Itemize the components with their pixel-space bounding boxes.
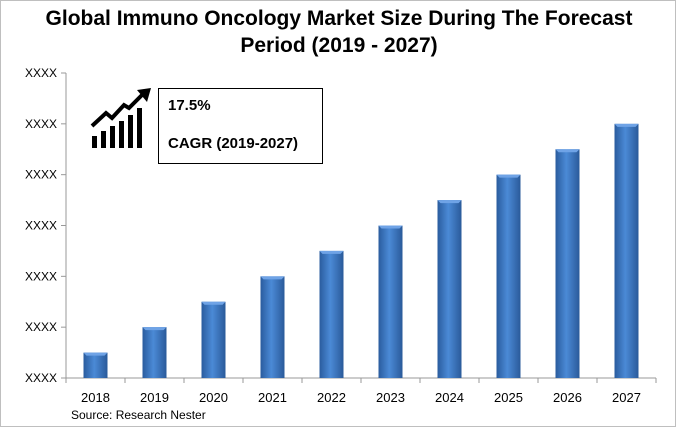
x-tick-label: 2021 (258, 390, 287, 405)
bar-top-2023 (378, 225, 403, 229)
bar-2020 (201, 301, 226, 378)
bar-top-2019 (142, 327, 167, 331)
y-tick-label: XXXX (25, 269, 57, 283)
growth-chart-icon (90, 88, 151, 148)
bar-top-2025 (496, 174, 521, 178)
bar-top-2024 (437, 200, 462, 204)
bar-top-2021 (260, 276, 285, 280)
bar-2026 (555, 149, 580, 378)
bar-2025 (496, 174, 521, 378)
cagr-value: 17.5% (168, 97, 211, 114)
x-tick-label: 2022 (317, 390, 346, 405)
chart-title-line-2: Period (2019 - 2027) (240, 34, 438, 57)
x-tick-label: 2018 (81, 390, 110, 405)
bar-top-2020 (201, 301, 226, 305)
bar-2019 (142, 327, 167, 378)
bar-2022 (319, 250, 344, 378)
chart-title-line-1: Global Immuno Oncology Market Size Durin… (45, 7, 633, 30)
bar-top-2027 (614, 123, 639, 127)
y-tick-label: XXXX (25, 219, 57, 233)
x-tick-label: 2020 (199, 390, 228, 405)
cagr-callout: 17.5% CAGR (2019-2027) (158, 88, 323, 164)
x-tick-label: 2023 (376, 390, 405, 405)
bar-2024 (437, 200, 462, 378)
cagr-label: CAGR (2019-2027) (168, 135, 299, 152)
x-tick-label: 2026 (553, 390, 582, 405)
y-tick-label: XXXX (25, 168, 57, 182)
x-tick-label: 2019 (140, 390, 169, 405)
bar-2021 (260, 276, 285, 378)
y-tick-label: XXXX (25, 66, 57, 80)
bar-2018 (83, 352, 108, 378)
y-tick-label: XXXX (25, 371, 57, 385)
bar-top-2018 (83, 352, 108, 356)
x-tick-label: 2025 (494, 390, 523, 405)
bar-top-2026 (555, 149, 580, 153)
bar-2023 (378, 225, 403, 378)
bar-top-2022 (319, 250, 344, 254)
x-tick-label: 2027 (612, 390, 641, 405)
x-tick-label: 2024 (435, 390, 464, 405)
y-tick-label: XXXX (25, 320, 57, 334)
chart-title: Global Immuno Oncology Market Size Durin… (1, 5, 675, 59)
source-note: Source: Research Nester (71, 408, 206, 422)
bar-2027 (614, 123, 639, 378)
y-tick-label: XXXX (25, 117, 57, 131)
